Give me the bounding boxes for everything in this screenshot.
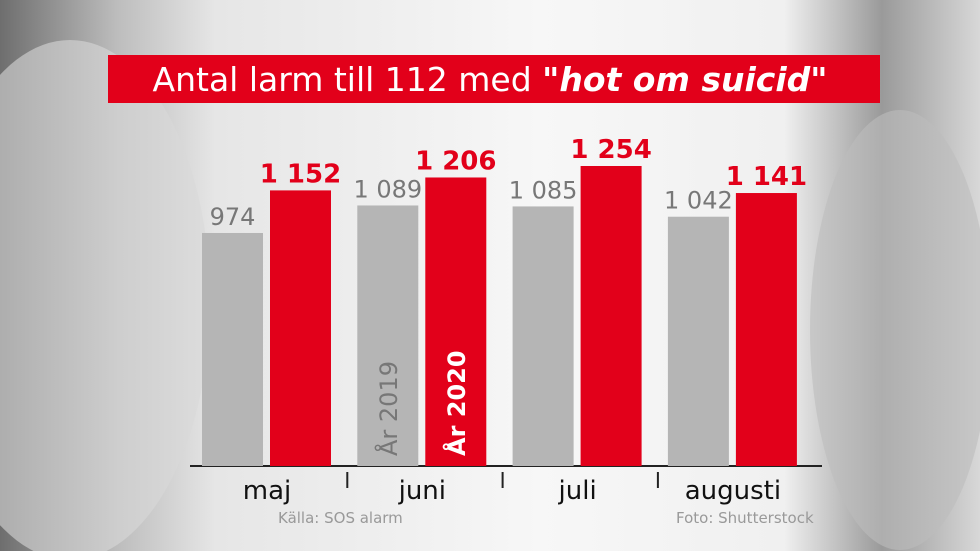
value-label: 1 141 [726, 162, 807, 192]
photo-figure-right [810, 110, 980, 550]
x-tick-label: augusti [685, 476, 781, 506]
title-banner [108, 55, 880, 103]
bar [202, 232, 263, 466]
bar [425, 177, 487, 466]
source: Källa: SOS alarm [278, 509, 403, 527]
value-label: 974 [210, 203, 256, 231]
bar [357, 205, 419, 466]
value-label: 1 254 [570, 135, 651, 165]
bar [270, 190, 331, 466]
value-label: 1 042 [664, 187, 733, 215]
bar [512, 206, 574, 467]
title-text: Antal larm till 112 med [153, 60, 532, 99]
photo-figure-left [0, 40, 210, 551]
chart-title: Antal larm till 112 med "hot om suicid" [153, 60, 828, 99]
x-tick-label: maj [243, 476, 291, 506]
x-tick-label: juli [558, 476, 597, 506]
value-label: 1 085 [509, 176, 578, 204]
bar [667, 216, 729, 466]
legend-label: År 2020 [442, 350, 471, 456]
bar [580, 166, 642, 466]
title-emphasis: "hot om suicid" [542, 60, 827, 99]
bar [735, 193, 797, 466]
value-label: 1 089 [353, 175, 422, 203]
value-label: 1 152 [260, 159, 341, 189]
x-tick-label: juni [398, 476, 446, 506]
legend-label: År 2019 [374, 361, 403, 456]
value-label: 1 206 [415, 146, 496, 176]
credit: Foto: Shutterstock [676, 509, 814, 527]
